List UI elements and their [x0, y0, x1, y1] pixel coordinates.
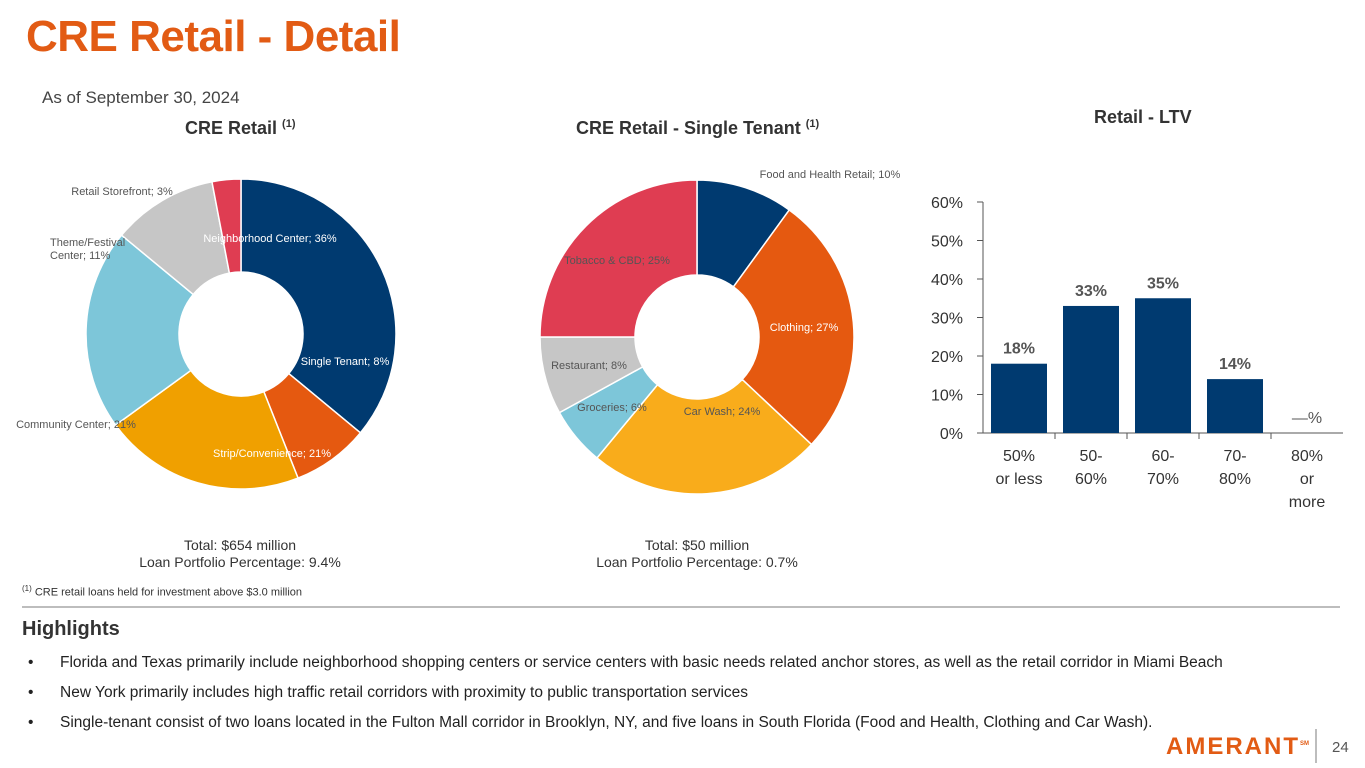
cre-retail-loan-pct: Loan Portfolio Percentage: 9.4% [139, 554, 341, 570]
y-tick-label: 50% [931, 234, 963, 251]
slice-label: Food and Health Retail; 10% [760, 169, 901, 181]
slice-label: Strip/Convenience; 21% [213, 448, 331, 460]
footnote: (1) CRE retail loans held for investment… [22, 584, 302, 599]
cre-retail-totals: Total: $654 million Loan Portfolio Perce… [90, 537, 390, 571]
y-tick-label: 0% [940, 426, 963, 443]
donut-slice-neighborhood-center [240, 178, 397, 434]
single-tenant-donut-chart: Food and Health Retail; 10% Clothing; 27%… [539, 169, 901, 495]
slice-label: Car Wash; 24% [684, 406, 761, 418]
cre-retail-chart-title: CRE Retail (1) [185, 118, 296, 139]
highlight-item: • Florida and Texas primarily include nei… [22, 652, 1223, 682]
page-number: 24 [1332, 739, 1349, 756]
y-tick-label: 30% [931, 311, 963, 328]
as-of-value: September 30, 2024 [85, 88, 240, 107]
footnote-text: CRE retail loans held for investment abo… [34, 586, 303, 599]
as-of-label: As of [42, 88, 81, 107]
slice-label: Tobacco & CBD; 25% [564, 255, 670, 267]
cre-retail-total: Total: $654 million [183, 537, 297, 553]
single-tenant-title-text: CRE Retail - Single Tenant [576, 118, 801, 138]
retail-ltv-bar-chart: 0% 10% 20% 30% 40% 50% 60% 18% 50% or less 33% 50-6… [931, 195, 1343, 511]
single-tenant-totals: Total: $50 million Loan Portfolio Percen… [547, 537, 847, 571]
slice-label: Theme/Festival Center; 11% [50, 237, 125, 262]
x-category-label: 50% or less [995, 448, 1042, 488]
section-divider [22, 606, 1340, 608]
ltv-chart-title: Retail - LTV [1094, 107, 1192, 127]
highlight-item: • Single-tenant consist of two loans loca… [22, 712, 1223, 742]
bullet-icon: • [28, 684, 34, 701]
slice-label: Restaurant; 8% [551, 360, 627, 372]
bar-value-label: 33% [1075, 283, 1107, 300]
slice-label: Neighborhood Center; 36% [203, 233, 337, 245]
as-of-date: As of September 30, 2024 [42, 88, 240, 108]
highlight-text: Single-tenant consist of two loans locat… [60, 714, 1153, 731]
cre-retail-title-text: CRE Retail [185, 118, 278, 138]
donut-slice-community-center [85, 234, 195, 427]
footnote-marker: (1) [22, 584, 32, 593]
highlight-item: • New York primarily includes high traffi… [22, 682, 1223, 712]
donut-slice-retail-storefront [211, 178, 242, 274]
slice-label: Retail Storefront; 3% [71, 186, 173, 198]
y-tick-label: 60% [931, 195, 963, 212]
bar-value-label: —% [1292, 410, 1322, 427]
ltv-bar-50-60 [1063, 305, 1119, 433]
x-category-label: 50-60% [1075, 448, 1107, 488]
logo-service-mark: SM [1300, 741, 1309, 747]
slice-label: Clothing; 27% [770, 322, 839, 334]
donut-slice-clothing [732, 208, 855, 446]
logo-separator [1315, 729, 1317, 763]
ltv-bar-70-80 [1207, 379, 1263, 433]
slice-label: Single Tenant; 8% [301, 356, 390, 368]
bullet-icon: • [28, 654, 34, 671]
x-category-label: 80% or more [1289, 448, 1326, 511]
cre-retail-donut-chart: Neighborhood Center; 36% Single Tenant; 8… [16, 178, 397, 490]
donut-slice-strip-convenience [114, 369, 300, 490]
single-tenant-loan-pct: Loan Portfolio Percentage: 0.7% [596, 554, 798, 570]
single-tenant-chart-title: CRE Retail - Single Tenant (1) [576, 118, 819, 139]
bar-value-label: 14% [1219, 356, 1251, 373]
logo-text: AMERANT [1166, 733, 1300, 760]
ltv-bar-60-70 [1135, 298, 1191, 433]
page-title: CRE Retail - Detail [26, 12, 401, 61]
highlight-text: New York primarily includes high traffic… [60, 684, 749, 701]
ltv-bar-50-or-less [991, 363, 1047, 433]
y-tick-label: 10% [931, 388, 963, 405]
donut-slice-tobacco-cbd [539, 179, 698, 338]
cre-retail-title-footnote: (1) [282, 118, 296, 130]
highlights-title: Highlights [22, 618, 120, 640]
slice-label: Groceries; 6% [577, 402, 647, 414]
y-tick-label: 20% [931, 349, 963, 366]
amerant-logo: AMERANTSM [1166, 733, 1309, 761]
x-category-label: 70-80% [1219, 448, 1251, 488]
y-tick-label: 40% [931, 272, 963, 289]
bar-value-label: 35% [1147, 275, 1179, 292]
single-tenant-total: Total: $50 million [644, 537, 750, 553]
single-tenant-title-footnote: (1) [805, 118, 820, 130]
bar-value-label: 18% [1003, 341, 1035, 358]
highlight-text: Florida and Texas primarily include neig… [60, 654, 1223, 671]
x-category-label: 60-70% [1147, 448, 1179, 488]
bullet-icon: • [28, 714, 34, 731]
donut-slice-car-wash [595, 378, 813, 495]
slice-label: Community Center; 21% [16, 419, 136, 431]
highlights-list: • Florida and Texas primarily include nei… [22, 652, 1223, 742]
